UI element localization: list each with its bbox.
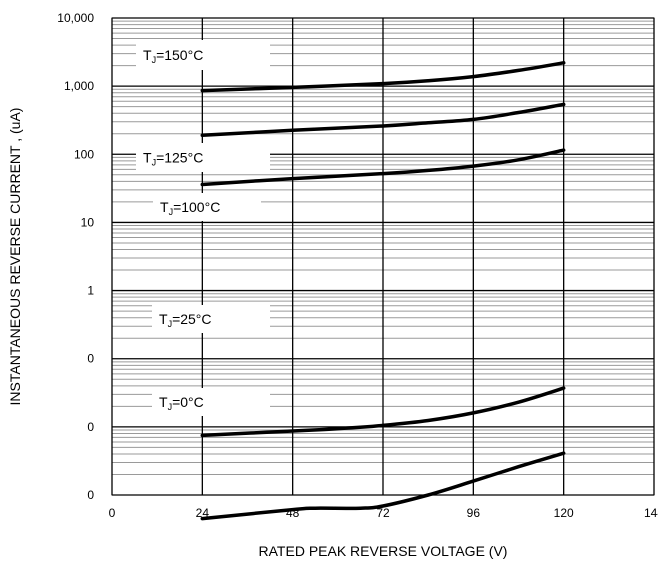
x-tick-label: 120 <box>554 506 574 520</box>
series-line-4 <box>200 451 566 521</box>
y-tick-label: 0 <box>87 352 94 366</box>
x-tick-label: 24 <box>196 506 210 520</box>
y-tick-label: 10 <box>81 215 95 229</box>
series-label-box <box>153 193 261 221</box>
series-label-box <box>136 143 270 172</box>
y-tick-label: 1,000 <box>64 79 94 93</box>
plot-frame <box>111 17 655 496</box>
series-label-3: TJ=25°C <box>159 311 212 329</box>
y-tick-label: 10,000 <box>57 11 94 25</box>
series-label-1: TJ=125°C <box>143 150 203 168</box>
series-label-box <box>152 388 270 416</box>
series-labels: TJ=150°C TJ=125°C TJ=100°C TJ=25°C TJ=0°C <box>136 40 270 416</box>
y-tick-labels: 0 0 0 1 10 100 1,000 10,000 <box>57 11 94 502</box>
y-axis-title: INSTANTANEOUS REVERSE CURRENT , (uA) <box>7 108 23 406</box>
y-tick-label: 0 <box>87 420 94 434</box>
series-label-box <box>136 40 270 70</box>
series-label-box <box>152 305 270 333</box>
x-tick-label: 72 <box>376 506 390 520</box>
x-tick-label: 144 <box>644 506 658 520</box>
series-label-0: TJ=150°C <box>143 47 203 65</box>
series-line-2 <box>200 148 566 187</box>
y-tick-label: 100 <box>74 147 94 161</box>
series-lines <box>200 61 566 521</box>
series-label-4: TJ=0°C <box>159 394 204 412</box>
series-line-3 <box>200 386 566 438</box>
x-tick-label: 96 <box>467 506 481 520</box>
series-line-0 <box>200 61 566 93</box>
x-tick-label: 48 <box>286 506 300 520</box>
x-axis-title: RATED PEAK REVERSE VOLTAGE (V) <box>259 543 508 559</box>
x-tick-label: 0 <box>109 506 116 520</box>
y-tick-label: 0 <box>87 488 94 502</box>
series-label-2: TJ=100°C <box>160 199 220 217</box>
x-tick-labels: 0 24 48 72 96 120 144 <box>109 506 658 520</box>
series-line-1 <box>200 102 566 138</box>
y-tick-label: 1 <box>87 284 94 298</box>
